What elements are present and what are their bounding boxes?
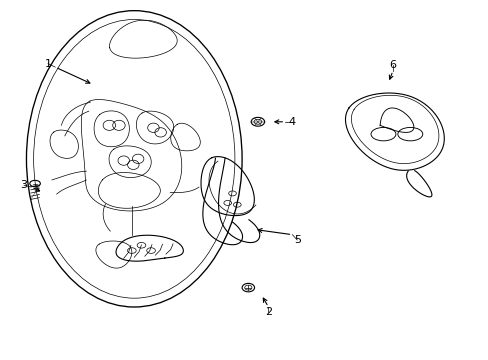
Text: 5: 5 — [293, 235, 300, 245]
Text: 1: 1 — [44, 59, 51, 68]
Text: 4: 4 — [288, 117, 295, 127]
Text: 2: 2 — [264, 307, 271, 317]
Text: 6: 6 — [389, 60, 396, 70]
Text: 3: 3 — [20, 180, 27, 190]
